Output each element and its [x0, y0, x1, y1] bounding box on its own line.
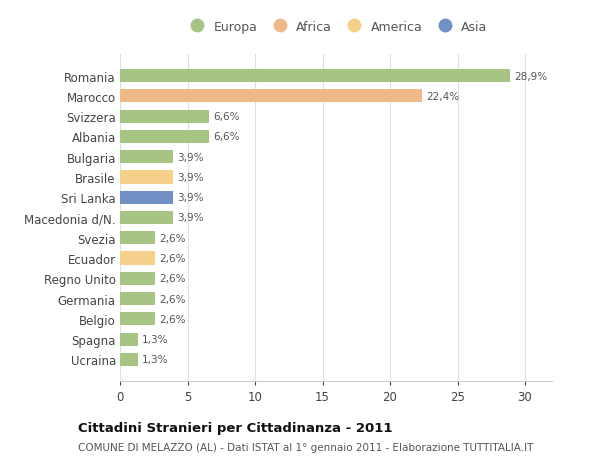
Bar: [120, 292, 155, 306]
Text: COMUNE DI MELAZZO (AL) - Dati ISTAT al 1° gennaio 2011 - Elaborazione TUTTITALIA: COMUNE DI MELAZZO (AL) - Dati ISTAT al 1…: [78, 442, 533, 452]
Bar: [120, 333, 137, 346]
Bar: [120, 353, 137, 366]
Bar: [120, 90, 422, 103]
Text: 1,3%: 1,3%: [142, 334, 168, 344]
Bar: [120, 232, 155, 245]
Text: 28,9%: 28,9%: [514, 72, 547, 81]
Text: 3,9%: 3,9%: [176, 173, 203, 183]
Text: 2,6%: 2,6%: [159, 253, 185, 263]
Bar: [120, 130, 209, 144]
Text: 2,6%: 2,6%: [159, 274, 185, 284]
Bar: [120, 252, 155, 265]
Text: 1,3%: 1,3%: [142, 355, 168, 364]
Bar: [120, 191, 173, 204]
Bar: [120, 171, 173, 184]
Legend: Europa, Africa, America, Asia: Europa, Africa, America, Asia: [179, 16, 493, 39]
Bar: [120, 151, 173, 164]
Bar: [120, 313, 155, 326]
Text: 2,6%: 2,6%: [159, 294, 185, 304]
Text: 6,6%: 6,6%: [213, 132, 239, 142]
Text: 2,6%: 2,6%: [159, 314, 185, 324]
Bar: [120, 272, 155, 285]
Bar: [120, 212, 173, 224]
Bar: [120, 110, 209, 123]
Text: 2,6%: 2,6%: [159, 233, 185, 243]
Text: 3,9%: 3,9%: [176, 193, 203, 203]
Text: 3,9%: 3,9%: [176, 213, 203, 223]
Bar: [120, 70, 510, 83]
Text: 3,9%: 3,9%: [176, 152, 203, 162]
Text: 22,4%: 22,4%: [427, 92, 460, 102]
Text: 6,6%: 6,6%: [213, 112, 239, 122]
Text: Cittadini Stranieri per Cittadinanza - 2011: Cittadini Stranieri per Cittadinanza - 2…: [78, 421, 392, 434]
